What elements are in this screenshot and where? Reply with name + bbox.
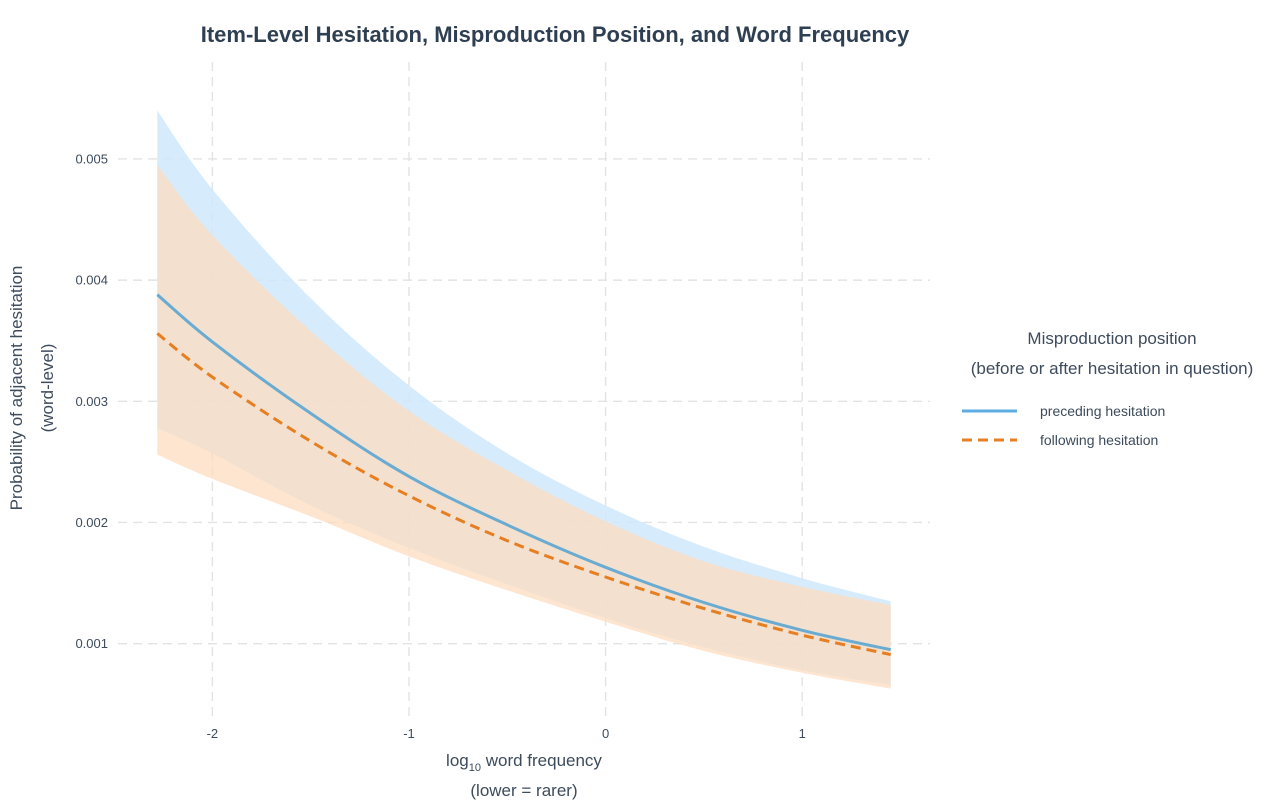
y-tick-label: 0.003 [75, 394, 108, 409]
series-lines [156, 293, 892, 657]
legend: Misproduction position (before or after … [962, 329, 1253, 448]
y-tick-label: 0.005 [75, 151, 108, 166]
y-axis-ticks: 0.001 0.002 0.003 0.004 0.005 [75, 151, 108, 651]
x-axis-label-rest: word frequency [481, 751, 602, 770]
x-tick-label: -1 [403, 726, 415, 741]
y-tick-label: 0.004 [75, 273, 108, 288]
line-following [156, 332, 892, 657]
x-tick-label: 0 [602, 726, 609, 741]
legend-subtitle: (before or after hesitation in question) [971, 359, 1254, 378]
x-axis-label-subscript: 10 [469, 762, 481, 774]
y-tick-label: 0.002 [75, 515, 108, 530]
x-axis-ticks: -2 -1 0 1 [207, 726, 806, 741]
x-tick-label: 1 [799, 726, 806, 741]
x-axis-label: log10 word frequency [446, 751, 602, 774]
x-axis-label-log: log [446, 751, 469, 770]
line-preceding [156, 293, 892, 652]
y-axis-label-note: (word-level) [38, 344, 57, 433]
y-tick-label: 0.001 [75, 636, 108, 651]
legend-label-following: following hesitation [1040, 432, 1158, 448]
x-axis-label-note: (lower = rarer) [470, 781, 577, 800]
confidence-bands [157, 110, 891, 689]
y-axis-label: Probability of adjacent hesitation [7, 266, 26, 511]
chart-title: Item-Level Hesitation, Misproduction Pos… [201, 22, 910, 47]
band-following [157, 165, 891, 689]
x-tick-label: -2 [207, 726, 219, 741]
legend-label-preceding: preceding hesitation [1040, 403, 1165, 419]
legend-title: Misproduction position [1027, 329, 1196, 348]
